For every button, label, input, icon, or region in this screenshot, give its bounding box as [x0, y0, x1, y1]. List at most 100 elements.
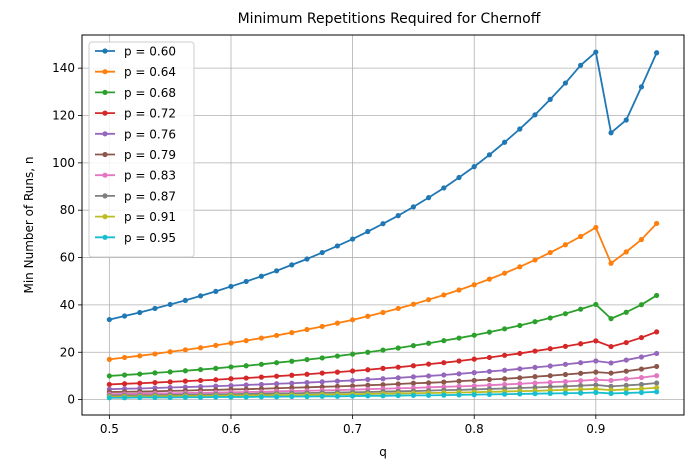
data-point — [182, 297, 188, 304]
data-point — [289, 372, 295, 378]
data-point — [623, 339, 629, 346]
data-point — [121, 313, 128, 319]
data-point — [654, 363, 660, 370]
data-point — [517, 375, 523, 381]
x-axis-label: q — [379, 445, 387, 459]
data-point — [593, 358, 599, 364]
legend-item: p = 0.79 — [95, 148, 176, 162]
data-point — [426, 373, 432, 379]
data-point — [228, 340, 234, 346]
legend-swatch-marker — [102, 48, 108, 54]
data-point — [137, 394, 143, 401]
data-point — [121, 354, 128, 361]
data-point — [456, 392, 462, 398]
data-point — [532, 348, 538, 354]
data-point — [547, 379, 553, 385]
data-point — [426, 361, 432, 367]
y-tick-label: 140 — [52, 61, 75, 75]
data-point — [638, 334, 645, 341]
data-point — [593, 382, 599, 388]
chart-title: Minimum Repetitions Required for Chernof… — [238, 11, 541, 27]
data-point — [258, 394, 264, 400]
data-point — [304, 371, 310, 377]
data-point — [456, 378, 462, 384]
data-point — [197, 366, 204, 373]
data-point — [152, 305, 158, 312]
data-point — [562, 311, 569, 317]
data-point — [258, 361, 264, 367]
data-point — [471, 392, 477, 398]
legend-swatch-marker — [102, 110, 108, 116]
legend-label: p = 0.91 — [124, 210, 176, 224]
data-point — [273, 360, 280, 366]
data-point — [471, 370, 477, 376]
data-point — [532, 257, 538, 263]
data-point — [228, 394, 234, 400]
data-point — [349, 351, 356, 357]
data-point — [608, 390, 614, 397]
data-point — [638, 236, 645, 243]
data-point — [182, 368, 188, 374]
data-point — [380, 309, 386, 316]
data-point — [304, 326, 310, 333]
data-point — [213, 342, 219, 348]
data-point — [517, 126, 523, 132]
y-tick-label: 100 — [52, 156, 75, 170]
data-point — [167, 394, 173, 401]
data-point — [547, 315, 553, 321]
data-point — [258, 335, 264, 341]
data-point — [365, 367, 371, 373]
data-point — [395, 345, 401, 351]
data-point — [562, 343, 569, 349]
data-point — [517, 391, 523, 397]
data-point — [273, 373, 280, 379]
legend-label: p = 0.95 — [124, 231, 176, 245]
data-point — [426, 392, 432, 398]
data-point — [319, 393, 325, 399]
data-point — [654, 350, 660, 357]
data-point — [608, 360, 614, 366]
data-point — [471, 377, 477, 384]
data-point — [517, 350, 523, 357]
data-point — [456, 335, 462, 341]
series-lines — [106, 49, 660, 401]
data-point — [319, 379, 325, 385]
data-point — [106, 395, 112, 401]
data-point — [486, 382, 493, 388]
legend-item: p = 0.76 — [95, 127, 176, 141]
data-point — [213, 394, 219, 400]
data-point — [106, 381, 112, 388]
data-point — [623, 357, 629, 363]
data-point — [228, 376, 234, 382]
x-tick-label: 0.5 — [100, 422, 119, 436]
data-point — [121, 372, 128, 378]
legend-box — [88, 41, 195, 258]
data-point — [228, 283, 234, 290]
data-point — [638, 381, 645, 388]
data-point — [167, 349, 173, 355]
data-point — [486, 376, 493, 383]
data-point — [578, 341, 584, 347]
data-point — [197, 293, 204, 299]
data-point — [471, 164, 477, 170]
data-point — [593, 301, 599, 308]
legend-label: p = 0.64 — [124, 65, 176, 79]
data-point — [654, 329, 660, 335]
data-point — [167, 369, 173, 375]
data-point — [593, 369, 599, 375]
data-point — [167, 301, 173, 308]
y-tick-label: 40 — [60, 298, 75, 312]
data-point — [486, 354, 493, 361]
data-point — [349, 377, 356, 384]
data-point — [578, 62, 584, 68]
data-point — [380, 376, 386, 382]
data-point — [502, 270, 508, 276]
data-point — [228, 383, 234, 389]
data-point — [243, 363, 249, 369]
data-point — [623, 117, 629, 123]
data-point — [289, 262, 295, 268]
data-point — [547, 346, 553, 352]
data-point — [441, 185, 447, 191]
data-point — [623, 309, 629, 315]
